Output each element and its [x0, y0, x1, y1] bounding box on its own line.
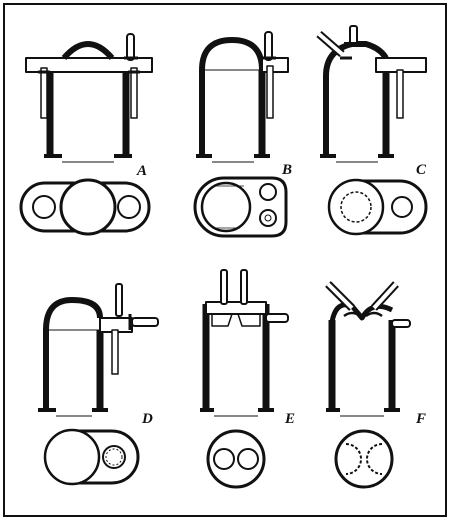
figure-border — [3, 3, 447, 517]
panel-label-e: E — [285, 411, 296, 427]
panel-b-plan — [193, 176, 288, 238]
panel-d-plan — [43, 428, 140, 486]
panel-c-plan — [327, 178, 428, 236]
panel-c-section — [316, 25, 427, 163]
panel-label-b: B — [282, 162, 293, 178]
panel-b-section — [196, 31, 289, 163]
panel-a-plan — [19, 178, 151, 236]
panel-f-section — [325, 281, 411, 417]
panel-e-section — [200, 269, 289, 417]
panel-f-plan — [334, 429, 394, 489]
panel-label-c: C — [416, 162, 427, 178]
panel-label-d: D — [142, 411, 153, 427]
panel-e-plan — [206, 429, 266, 489]
panel-a-section — [25, 33, 153, 163]
panel-label-a: A — [137, 163, 148, 179]
panel-d-section — [38, 283, 159, 417]
panel-label-f: F — [416, 411, 427, 427]
